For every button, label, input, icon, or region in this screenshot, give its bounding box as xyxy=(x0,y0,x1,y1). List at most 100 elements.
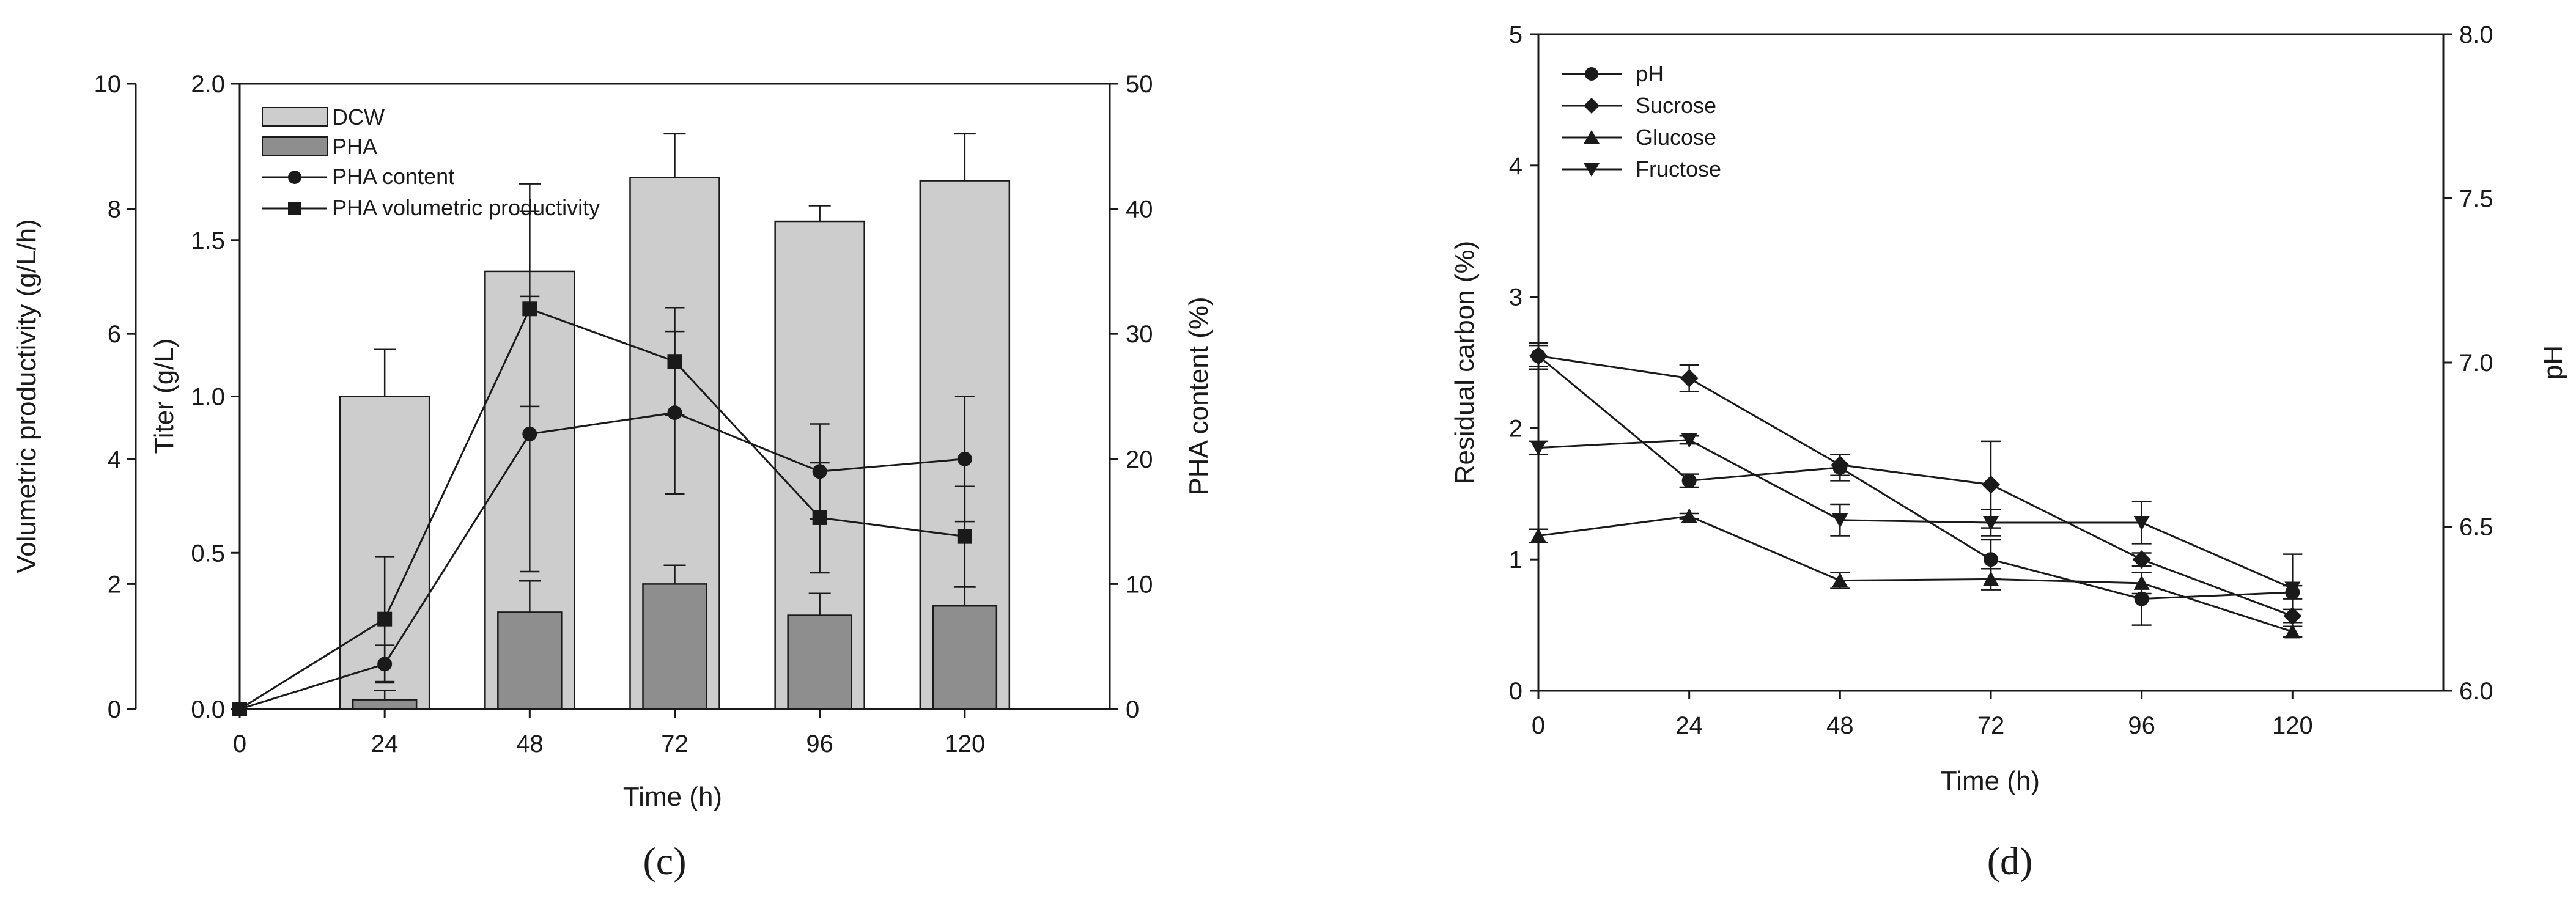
d-point-sucrose xyxy=(2132,550,2151,569)
d-ylabel-left: Residual carbon (%) xyxy=(1450,241,1480,485)
d-xtick-label: 96 xyxy=(2128,712,2155,739)
d-xtick-label: 0 xyxy=(1532,712,1545,739)
panel-c-chart: 0 24 48 72 96 1200.00.51.01.52.00246810010203… xyxy=(12,71,1214,883)
d-left-ytick-label: 5 xyxy=(1509,21,1522,48)
d-xtick-label: 48 xyxy=(1826,712,1854,739)
d-right-ytick-label: 6.5 xyxy=(2459,514,2493,541)
c-right-ytick-label: 10 xyxy=(1126,571,1153,598)
d-point-sucrose xyxy=(2283,606,2302,625)
d-right-ytick-label: 8.0 xyxy=(2459,21,2493,48)
c-outer-ytick-label: 2 xyxy=(108,571,121,598)
d-left-ytick-label: 0 xyxy=(1509,678,1522,705)
c-legend-dcw-swatch xyxy=(262,107,328,127)
c-legend-pha-label: PHA xyxy=(332,134,377,159)
c-point-pha-vol-productivity xyxy=(522,301,537,317)
d-point-fructose xyxy=(1832,513,1848,528)
c-right-ytick-label: 50 xyxy=(1126,71,1153,98)
c-outer-ytick-label: 6 xyxy=(108,321,121,348)
c-right-ytick-label: 30 xyxy=(1126,321,1153,348)
c-legend-content-label: PHA content xyxy=(332,164,454,189)
d-xtick-label: 24 xyxy=(1675,712,1703,739)
d-legend: pH Sucrose Glucose Fructose xyxy=(1562,61,1721,182)
c-legend-pha-swatch xyxy=(262,136,328,156)
c-inner-ytick-label: 0.5 xyxy=(191,540,225,567)
c-bar-pha xyxy=(497,611,563,710)
d-point-sucrose xyxy=(1831,455,1850,474)
c-xtick-label: 0 xyxy=(233,731,246,757)
panel-d-chart: 0 24 48 72 96 120 0 1 2 3 4 5 6.0 6.5 7.0 7.5 8.0 Time (… xyxy=(1450,21,2568,883)
c-point-pha-content xyxy=(522,426,537,441)
d-legend-sucrose-marker xyxy=(1584,98,1600,114)
c-point-pha-content xyxy=(957,451,972,466)
d-xlabel: Time (h) xyxy=(1941,766,2040,796)
c-right-ytick-label: 20 xyxy=(1126,446,1153,473)
d-right-ytick-label: 7.0 xyxy=(2459,350,2493,377)
d-left-ytick-label: 1 xyxy=(1509,547,1522,573)
c-legend-content-marker xyxy=(288,171,301,184)
c-inner-ytick-label: 1.5 xyxy=(191,227,225,254)
c-right-ytick-label: 40 xyxy=(1126,196,1153,223)
c-legend-vp-marker xyxy=(288,202,301,215)
c-point-pha-vol-productivity xyxy=(377,611,393,627)
c-point-pha-vol-productivity xyxy=(957,529,972,544)
d-xtick-label: 120 xyxy=(2272,712,2313,739)
d-markers-layer xyxy=(1529,347,2302,639)
c-line-pha-vol-productivity xyxy=(239,307,965,710)
d-point-glucose xyxy=(1681,508,1697,523)
c-point-pha-content xyxy=(812,464,827,479)
c-point-pha-vol-productivity xyxy=(667,354,682,369)
c-xtick-label: 120 xyxy=(944,731,985,757)
c-line-pha-content xyxy=(239,411,965,710)
c-ylabel-right: PHA content (%) xyxy=(1184,296,1214,495)
d-left-ytick-label: 3 xyxy=(1509,284,1522,311)
c-point-pha-content xyxy=(667,405,682,421)
c-xtick-label: 24 xyxy=(371,731,399,757)
c-inner-ytick-label: 2.0 xyxy=(191,71,225,98)
c-ticks-layer: 0 24 48 72 96 1200.00.51.01.52.00246810010203… xyxy=(94,71,1153,757)
c-ylabel-inner: Titer (g/L) xyxy=(149,338,179,454)
c-outer-ytick-label: 8 xyxy=(108,196,121,223)
d-ylabel-right: pH xyxy=(2538,345,2568,380)
c-point-pha-vol-productivity xyxy=(812,510,827,525)
d-point-glucose xyxy=(2133,575,2150,590)
d-point-ph xyxy=(1681,473,1697,488)
d-legend-glucose-marker xyxy=(1584,130,1600,144)
d-line-ph xyxy=(1538,355,2293,600)
d-point-fructose xyxy=(2284,581,2301,597)
c-inner-ytick-label: 1.0 xyxy=(191,384,225,411)
d-lines-layer xyxy=(1529,342,2303,638)
d-right-ytick-label: 7.5 xyxy=(2459,186,2493,213)
d-line-fructose xyxy=(1538,439,2293,589)
d-point-glucose xyxy=(1983,571,1999,586)
panel-label-c: (c) xyxy=(643,839,686,883)
c-outer-ytick-label: 0 xyxy=(108,696,121,723)
d-point-ph xyxy=(2134,591,2149,606)
d-legend-fructose-label: Fructose xyxy=(1636,156,1721,182)
d-left-ytick-label: 2 xyxy=(1509,415,1522,442)
d-point-fructose xyxy=(1681,433,1697,448)
d-legend-ph-label: pH xyxy=(1636,61,1664,86)
d-line-sucrose xyxy=(1538,355,2293,617)
d-legend-sucrose-label: Sucrose xyxy=(1636,93,1716,118)
d-point-sucrose xyxy=(1982,475,2000,494)
d-line-glucose xyxy=(1538,515,2293,633)
d-xtick-label: 72 xyxy=(1977,712,2005,739)
c-legend: DCW PHA PHA content PHA volumetric produ… xyxy=(262,105,600,220)
c-legend-vp-label: PHA volumetric productivity xyxy=(332,195,600,220)
c-bar-pha xyxy=(787,614,852,710)
d-point-ph xyxy=(1984,552,1998,567)
c-xtick-label: 96 xyxy=(806,731,833,757)
d-point-fructose xyxy=(1983,516,1999,531)
d-point-sucrose xyxy=(1680,369,1699,388)
panel-label-d: (d) xyxy=(1987,839,2033,883)
c-right-ytick-label: 0 xyxy=(1126,696,1139,723)
d-left-ytick-label: 4 xyxy=(1509,153,1522,180)
c-outer-ytick-label: 4 xyxy=(108,446,121,473)
d-legend-fructose-marker xyxy=(1584,163,1600,177)
d-legend-glucose-label: Glucose xyxy=(1636,125,1716,150)
d-legend-ph-marker xyxy=(1585,67,1598,81)
c-bar-pha xyxy=(352,699,418,710)
c-legend-dcw-label: DCW xyxy=(332,105,385,130)
c-bar-pha xyxy=(642,583,707,710)
